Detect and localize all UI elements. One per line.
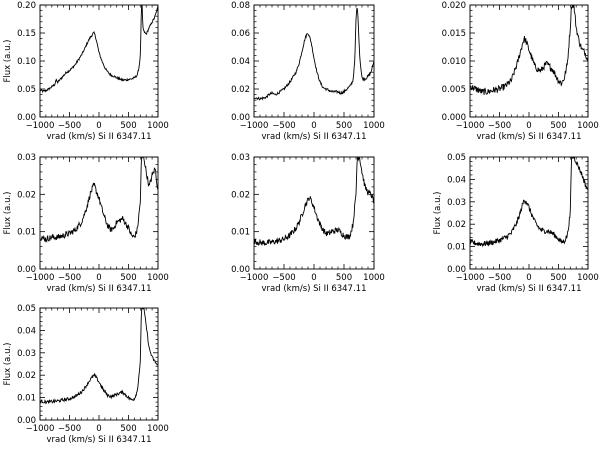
y-tick-label: 0.02	[231, 190, 250, 200]
spectrum-line	[40, 5, 158, 94]
x-tick-label: −500	[58, 424, 81, 434]
x-tick-label: 1000	[147, 121, 169, 131]
x-tick-label: 0	[526, 121, 531, 131]
x-tick-label: −1000	[240, 121, 269, 131]
x-tick-label: 0	[96, 273, 101, 283]
spectrum-line	[470, 5, 588, 96]
x-tick-label: −500	[58, 273, 81, 283]
y-axis-label: Flux (a.u.)	[3, 39, 13, 82]
y-tick-label: 0.020	[442, 1, 466, 11]
x-axis-label: vrad (km/s) Si II 6347.11	[477, 284, 582, 294]
y-tick-label: 0.06	[231, 29, 250, 39]
x-tick-label: −1000	[456, 121, 485, 131]
y-axis-label: Flux (a.u.)	[433, 191, 443, 234]
y-tick-label: 0.02	[447, 220, 466, 230]
x-tick-label: 1000	[363, 121, 385, 131]
y-tick-label: 0.01	[447, 243, 466, 253]
y-tick-label: 0.000	[442, 113, 466, 123]
y-tick-label: 0.04	[447, 175, 466, 185]
y-tick-label: 0.04	[231, 57, 250, 67]
y-tick-label: 0.03	[231, 153, 250, 163]
plot-frame	[39, 156, 159, 270]
y-tick-label: 0.005	[442, 85, 466, 95]
x-tick-label: −1000	[26, 424, 55, 434]
spectrum-panel-6: −1000 −500 0 500 1000 0.00 0.01 0.02 0.03 0.04 0.0…	[433, 153, 599, 294]
x-tick-label: −500	[58, 121, 81, 131]
x-tick-label: 1000	[577, 121, 599, 131]
y-tick-label: 0.15	[17, 29, 36, 39]
y-tick-label: 0.01	[231, 228, 250, 238]
y-tick-label: 0.015	[442, 29, 466, 39]
x-tick-label: 0	[96, 121, 101, 131]
plot-frame	[253, 156, 375, 270]
x-tick-label: 1000	[577, 273, 599, 283]
x-axis-label: vrad (km/s) Si II 6347.11	[47, 284, 152, 294]
y-tick-label: 0.02	[17, 190, 36, 200]
y-tick-label: 0.03	[17, 349, 36, 359]
y-tick-label: 0.03	[447, 198, 466, 208]
x-tick-label: 500	[120, 424, 136, 434]
plot-frame	[39, 4, 159, 118]
y-tick-label: 0.02	[231, 85, 250, 95]
x-tick-label: −1000	[240, 273, 269, 283]
y-tick-label: 0.03	[17, 153, 36, 163]
x-tick-label: 0	[311, 121, 316, 131]
spectrum-line	[254, 7, 374, 101]
x-tick-label: 500	[336, 121, 352, 131]
y-tick-label: 0.00	[17, 113, 36, 123]
x-tick-label: 0	[96, 424, 101, 434]
x-tick-label: −1000	[26, 121, 55, 131]
spectrum-panel-4: −1000 −500 0 500 1000 0.00 0.01 0.02 0.03 vrad (k…	[3, 153, 169, 294]
x-axis-label: vrad (km/s) Si II 6347.11	[47, 435, 152, 445]
y-tick-label: 0.02	[17, 371, 36, 381]
x-axis-label: vrad (km/s) Si II 6347.11	[477, 132, 582, 142]
y-tick-label: 0.010	[442, 57, 466, 67]
y-tick-label: 0.00	[231, 265, 250, 275]
spectrum-line	[40, 308, 158, 405]
spectrum-panel-5: −1000 −500 0 500 1000 0.00 0.01 0.02 0.03 vrad (k…	[231, 153, 385, 294]
y-tick-label: 0.05	[17, 85, 36, 95]
x-tick-label: −1000	[456, 273, 485, 283]
y-tick-label: 0.10	[17, 57, 36, 67]
y-tick-label: 0.05	[17, 304, 36, 314]
y-tick-label: 0.04	[17, 326, 36, 336]
x-axis-label: vrad (km/s) Si II 6347.11	[47, 132, 152, 142]
x-tick-label: 500	[120, 273, 136, 283]
y-tick-label: 0.01	[17, 394, 36, 404]
x-tick-label: −500	[488, 121, 511, 131]
y-axis-label: Flux (a.u.)	[3, 342, 13, 385]
x-tick-label: 1000	[147, 424, 169, 434]
spectrum-line	[40, 157, 158, 243]
x-tick-label: 0	[311, 273, 316, 283]
y-tick-label: 0.20	[17, 1, 36, 11]
x-tick-label: 500	[550, 121, 566, 131]
y-tick-label: 0.00	[17, 265, 36, 275]
spectrum-panel-3: −1000 −500 0 500 1000 0.000 0.005 0.010 0.015 0.0…	[442, 1, 599, 142]
y-tick-label: 0.00	[17, 416, 36, 426]
x-tick-label: −500	[488, 273, 511, 283]
x-tick-label: 500	[120, 121, 136, 131]
spectrum-panel-2: −1000 −500 0 500 1000 0.00 0.02 0.04 0.06 0.08 vra…	[231, 1, 385, 142]
spectrum-panel-7: −1000 −500 0 500 1000 0.00 0.01 0.02 0.03 0.04 0.0…	[3, 304, 169, 445]
x-tick-label: 500	[550, 273, 566, 283]
x-tick-label: −500	[272, 121, 295, 131]
x-tick-label: 0	[526, 273, 531, 283]
spectrum-panel-1: −1000 −500 0 500 1000 0.00 0.05 0.10 0.15 0.20 vra…	[3, 1, 169, 142]
y-tick-label: 0.01	[17, 228, 36, 238]
x-tick-label: 1000	[147, 273, 169, 283]
y-axis-label: Flux (a.u.)	[3, 191, 13, 234]
x-axis-label: vrad (km/s) Si II 6347.11	[262, 132, 367, 142]
x-tick-label: 500	[336, 273, 352, 283]
x-tick-label: −1000	[26, 273, 55, 283]
y-tick-label: 0.00	[231, 113, 250, 123]
spectrum-line	[254, 157, 374, 246]
x-tick-label: 1000	[363, 273, 385, 283]
x-tick-label: −500	[272, 273, 295, 283]
x-axis-label: vrad (km/s) Si II 6347.11	[262, 284, 367, 294]
y-tick-label: 0.08	[231, 1, 250, 11]
y-tick-label: 0.00	[447, 265, 466, 275]
spectrum-line	[470, 157, 588, 248]
y-tick-label: 0.05	[447, 153, 466, 163]
